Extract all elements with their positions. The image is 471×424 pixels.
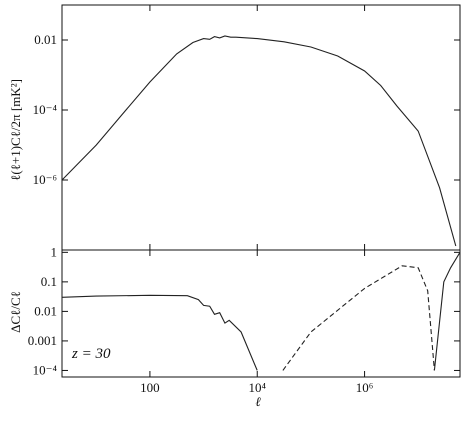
y-tick-label: 10⁻⁴ (33, 362, 58, 377)
x-tick-label: 10⁶ (356, 380, 374, 395)
data-line (62, 252, 460, 371)
plot-frame (61, 249, 461, 378)
data-line (62, 35, 457, 247)
x-tick-label: 10⁴ (248, 380, 266, 395)
y-axis-label: ΔCℓ/Cℓ (8, 291, 23, 333)
x-tick-label: 100 (140, 380, 160, 395)
y-tick-label: 0.01 (34, 303, 57, 318)
y-tick-label: 1 (51, 244, 58, 259)
x-axis-label: ℓ (255, 394, 261, 409)
plot-frame (61, 4, 461, 251)
y-tick-label: 0.1 (41, 274, 57, 289)
y-tick-label: 0.001 (28, 333, 57, 348)
y-tick-label: 10⁻⁴ (33, 102, 58, 117)
annotation: z = 30 (71, 346, 111, 362)
data-line (282, 265, 435, 371)
y-tick-label: 0.01 (34, 32, 57, 47)
y-tick-label: 10⁻⁶ (33, 172, 57, 187)
y-axis-label: ℓ(ℓ+1)Cℓ/2π [mK²] (8, 79, 23, 181)
